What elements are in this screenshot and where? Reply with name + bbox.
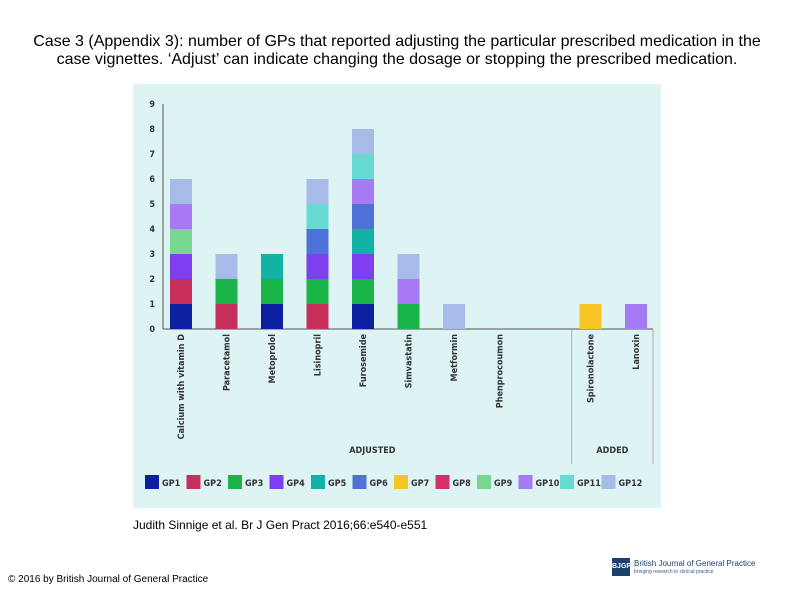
legend-label: GP2 [204, 479, 222, 489]
legend-label: GP7 [411, 479, 429, 489]
bar-segment-gp12 [170, 179, 192, 204]
legend-swatch-gp11 [560, 475, 574, 489]
legend-label: GP4 [287, 479, 306, 489]
bar-segment-gp10 [397, 279, 420, 304]
legend-swatch-gp5 [311, 475, 325, 489]
legend-label: GP12 [619, 479, 643, 489]
y-tick-label: 1 [149, 300, 155, 310]
legend-label: GP3 [245, 479, 263, 489]
x-tick-label: Phenprocoumon [496, 334, 506, 408]
bar-segment-gp1 [352, 304, 374, 329]
x-tick-label: Calcium with vitamin D [177, 334, 187, 440]
bar-segment-gp10 [170, 204, 192, 229]
bar-segment-gp3 [215, 279, 238, 304]
legend-label: GP9 [494, 479, 513, 489]
bar-segment-gp12 [306, 179, 329, 204]
bar-segment-gp1 [261, 304, 283, 329]
legend-swatch-gp1 [145, 475, 159, 489]
y-tick-label: 3 [149, 250, 155, 260]
bjgp-logo-tagline: bringing research to clinical practice [634, 569, 714, 575]
bar-segment-gp6 [306, 229, 329, 254]
bar-segment-gp12 [443, 304, 465, 329]
legend-swatch-gp4 [269, 475, 284, 489]
x-tick-label: Paracetamol [223, 334, 233, 391]
bar-segment-gp11 [306, 204, 329, 229]
bar-segment-gp2 [306, 304, 329, 329]
x-tick-label: Simvastatin [405, 334, 415, 389]
bar-segment-gp6 [352, 204, 374, 229]
y-tick-label: 0 [149, 325, 155, 335]
x-tick-label: Spironolactone [587, 334, 597, 404]
chart-panel: 0 1 2 3 4 5 6 7 8 9 Calcium with vitamin D Paraceta… [133, 84, 661, 508]
y-tick-label: 5 [149, 200, 155, 210]
bar-segment-gp5 [261, 254, 283, 279]
legend-swatch-gp8 [435, 475, 450, 489]
bjgp-logo-mark: BJGP [612, 558, 631, 576]
y-tick-label: 2 [149, 275, 155, 285]
bar-segment-gp2 [170, 279, 192, 304]
y-tick-label: 7 [149, 150, 155, 160]
bjgp-logo: BJGP British Journal of General Practice… [612, 558, 762, 578]
legend-swatch-gp12 [601, 475, 616, 489]
bar-segment-gp4 [352, 254, 374, 279]
legend-label: GP1 [162, 479, 181, 489]
legend-swatch-gp10 [518, 475, 533, 489]
bar-segment-gp10 [352, 179, 374, 204]
x-tick-label: Lanoxin [632, 334, 642, 370]
bar-segment-gp3 [306, 279, 329, 304]
bar-segment-gp5 [352, 229, 374, 254]
bar-segment-gp4 [170, 254, 192, 279]
bar-segment-gp12 [397, 254, 420, 279]
y-tick-label: 8 [149, 125, 155, 135]
bjgp-logo-name: British Journal of General Practice [634, 559, 756, 568]
bar-segment-gp3 [352, 279, 374, 304]
legend-label: GP5 [328, 479, 347, 489]
bar-segment-gp7 [579, 304, 602, 329]
legend-label: GP6 [370, 479, 389, 489]
copyright-notice: © 2016 by British Journal of General Pra… [8, 574, 209, 585]
group-label: ADJUSTED [349, 446, 395, 456]
citation: Judith Sinnige et al. Br J Gen Pract 201… [133, 518, 428, 532]
x-tick-label: Furosemide [359, 334, 369, 388]
bar-segment-gp4 [306, 254, 329, 279]
bar-segment-gp12 [352, 129, 374, 154]
legend-label: GP11 [577, 479, 601, 489]
bar-segment-gp11 [352, 154, 374, 179]
bar-segment-gp2 [215, 304, 238, 329]
legend-swatch-gp6 [352, 475, 367, 489]
bar-segment-gp10 [625, 304, 647, 329]
y-tick-label: 6 [149, 175, 155, 185]
bar-segment-gp1 [170, 304, 192, 329]
slide-title: Case 3 (Appendix 3): number of GPs that … [33, 33, 761, 68]
legend-label: GP8 [453, 479, 472, 489]
x-tick-label: Lisinopril [314, 334, 324, 376]
bar-segment-gp3 [261, 279, 283, 304]
legend-swatch-gp3 [228, 475, 242, 489]
y-tick-label: 9 [149, 100, 155, 110]
group-label: ADDED [596, 446, 628, 456]
x-tick-label: Metformin [450, 334, 460, 382]
x-tick-label: Metoprolol [268, 334, 278, 384]
bar-segment-gp3 [397, 304, 420, 329]
stacked-bar-chart: 0 1 2 3 4 5 6 7 8 9 Calcium with vitamin D Paraceta… [145, 100, 654, 489]
legend-swatch-gp9 [477, 475, 491, 489]
legend-label: GP10 [536, 479, 560, 489]
y-tick-label: 4 [149, 225, 155, 235]
bar-segment-gp12 [215, 254, 238, 279]
legend-swatch-gp7 [394, 475, 408, 489]
bar-segment-gp9 [170, 229, 192, 254]
legend-swatch-gp2 [186, 475, 201, 489]
